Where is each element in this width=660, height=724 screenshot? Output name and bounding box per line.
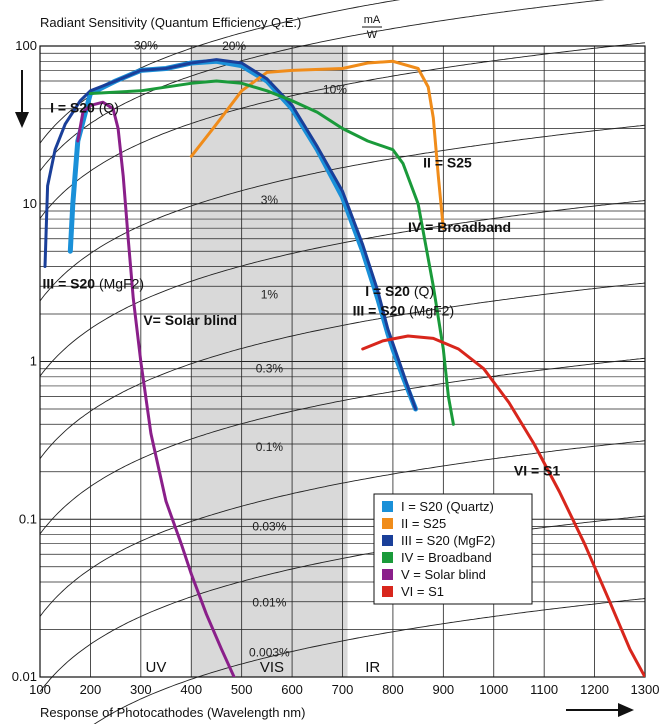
qe-iso-line: [39, 515, 646, 692]
qe-label: 0.1%: [256, 440, 284, 454]
y-tick-label: 0.1: [19, 511, 37, 526]
curve-label: IV = Broadband: [408, 219, 511, 235]
x-tick-label: 700: [332, 682, 354, 697]
x-direction-arrow: [566, 703, 634, 717]
x-tick-label: 800: [382, 682, 404, 697]
legend-box: [373, 493, 533, 605]
legend-swatch: [382, 501, 393, 512]
legend-label: I = S20 (Quartz): [401, 499, 494, 514]
x-tick-label: 900: [432, 682, 454, 697]
qe-iso-line: [93, 598, 646, 724]
y-tick-label: 1: [30, 354, 37, 369]
curve-label: VI = S1: [514, 462, 561, 478]
title-unit-denominator: W: [367, 29, 378, 41]
x-tick-label: 100: [29, 682, 51, 697]
y-tick-label: 10: [23, 196, 37, 211]
qe-label: 0.03%: [252, 519, 286, 533]
band-label: VIS: [260, 659, 284, 676]
band-label: UV: [146, 659, 167, 676]
curve-label: II = S25: [423, 154, 472, 170]
legend-swatch: [382, 569, 393, 580]
x-tick-label: 400: [180, 682, 202, 697]
curve-label: III = S20 (MgF2): [43, 276, 145, 292]
qe-label: 1%: [261, 288, 279, 302]
x-tick-label: 1200: [580, 682, 609, 697]
qe-iso-line: [39, 440, 646, 617]
y-direction-arrow: [15, 70, 29, 128]
qe-iso-line: [39, 357, 646, 535]
legend-label: III = S20 (MgF2): [401, 533, 495, 548]
title-unit-numerator: mA: [364, 14, 381, 26]
x-tick-label: 600: [281, 682, 303, 697]
y-tick-label: 100: [15, 38, 37, 53]
qe-label: 10%: [323, 82, 347, 96]
legend-label: II = S25: [401, 516, 446, 531]
x-tick-label: 1000: [479, 682, 508, 697]
series-line-5: [76, 100, 236, 677]
plot-frame: [39, 45, 646, 678]
legend-swatch: [382, 552, 393, 563]
curve-label: III = S20 (MgF2): [353, 303, 455, 319]
x-tick-label: 1100: [530, 682, 558, 697]
series-line-2: [189, 59, 445, 230]
x-tick-label: 500: [231, 682, 253, 697]
legend-label: VI = S1: [401, 584, 444, 599]
qe-label: 3%: [261, 193, 279, 207]
curve-label: I = S20 (Q): [50, 99, 119, 115]
series-line-6: [361, 334, 645, 677]
band-label: IR: [365, 659, 380, 676]
series-line-3: [43, 58, 418, 411]
qe-iso-line: [39, 124, 646, 302]
qe-iso-line: [39, 282, 646, 459]
legend-swatch: [382, 586, 393, 597]
y-tick-label: 0.01: [12, 669, 37, 684]
legend-label: IV = Broadband: [401, 550, 492, 565]
qe-iso-line: [39, 0, 606, 172]
legend-swatch: [382, 535, 393, 546]
x-tick-label: 200: [80, 682, 102, 697]
x-tick-label: 300: [130, 682, 152, 697]
chart-title: Radiant Sensitivity (Quantum Efficiency …: [40, 15, 301, 30]
legend-swatch: [382, 518, 393, 529]
curve-label: I = S20 (Q): [365, 283, 434, 299]
x-axis-label: Response of Photocathodes (Wavelength nm…: [40, 705, 305, 720]
x-tick-label: 1300: [631, 682, 660, 697]
qe-iso-line: [39, 42, 646, 219]
qe-label: 0.003%: [249, 645, 290, 659]
qe-label: 0.3%: [256, 362, 284, 376]
curve-label: V= Solar blind: [143, 312, 237, 328]
legend-label: V = Solar blind: [401, 567, 486, 582]
qe-label: 0.01%: [252, 595, 286, 609]
qe-iso-line: [39, 200, 646, 377]
series-line-4: [88, 79, 455, 426]
